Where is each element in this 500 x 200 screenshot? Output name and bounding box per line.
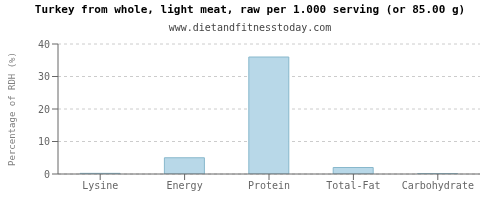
svg-text:Lysine: Lysine bbox=[82, 180, 118, 191]
svg-text:Percentage of RDH (%): Percentage of RDH (%) bbox=[8, 52, 17, 166]
svg-text:10: 10 bbox=[38, 136, 50, 147]
svg-text:0: 0 bbox=[44, 169, 50, 180]
html-text:Turkey from whole, light meat,: Turkey from whole, light meat, raw per 1… bbox=[34, 3, 466, 16]
svg-text:30: 30 bbox=[38, 71, 50, 82]
svg-text:Energy: Energy bbox=[167, 180, 203, 191]
svg-text:Carbohydrate: Carbohydrate bbox=[402, 180, 474, 191]
html-text:www.dietandfitnesstoday.com: www.dietandfitnesstoday.com bbox=[168, 22, 332, 33]
svg-text:Protein: Protein bbox=[248, 180, 290, 191]
svg-text:40: 40 bbox=[38, 39, 50, 50]
svg-text:20: 20 bbox=[38, 104, 50, 115]
svg-text:Total-Fat: Total-Fat bbox=[326, 180, 380, 191]
